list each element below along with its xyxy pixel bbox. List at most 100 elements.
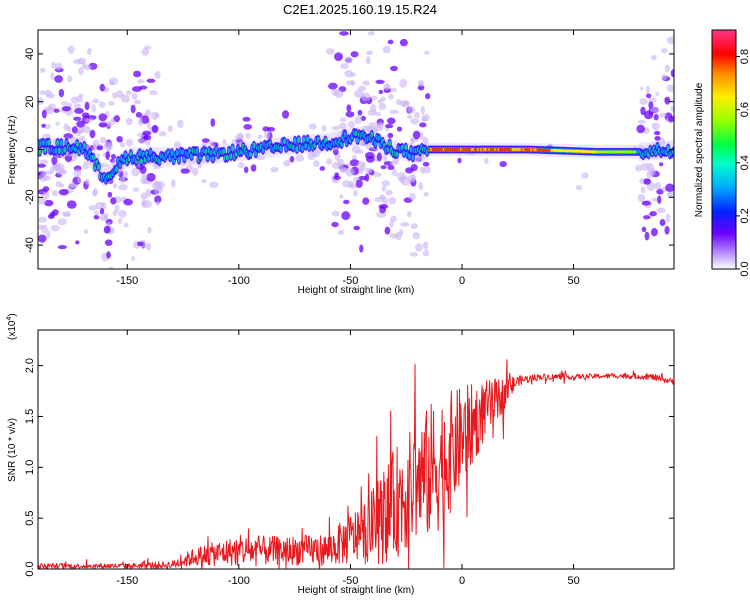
spectrogram-noise-blob bbox=[346, 104, 352, 113]
spectrogram-noise-blob bbox=[340, 166, 347, 174]
colorbar-gradient bbox=[711, 29, 737, 270]
spectrogram-noise-blob bbox=[332, 148, 339, 156]
spectrogram-noise-blob bbox=[658, 162, 664, 167]
spectrogram-noise-blob bbox=[50, 224, 60, 232]
spectrogram-noise-blob bbox=[357, 85, 367, 92]
spectrogram-noise-blob bbox=[61, 105, 71, 112]
snr-y-label: SNR (10 * v/v) bbox=[7, 418, 18, 482]
spectrogram-ridge-core bbox=[407, 152, 411, 159]
spectrogram-noise-blob bbox=[143, 134, 152, 141]
spectrogram-noise-blob bbox=[365, 56, 371, 65]
spectrogram-noise-blob bbox=[281, 110, 290, 119]
spectrogram-noise-blob bbox=[408, 192, 416, 201]
spectrogram-noise-blob bbox=[333, 175, 342, 180]
colorbar-tick-label: 0.4 bbox=[739, 155, 750, 170]
spectrogram-ridge-core bbox=[57, 147, 62, 154]
spectrogram-ridge-core bbox=[411, 154, 415, 161]
spectrogram-noise-blob bbox=[331, 125, 341, 131]
spectrogram-noise-blob bbox=[337, 229, 345, 235]
spectrogram-noise-blob bbox=[210, 118, 216, 127]
spectrogram-noise-blob bbox=[666, 36, 674, 45]
spectrogram-noise-blob bbox=[173, 141, 182, 149]
spectrogram-noise-blob bbox=[665, 183, 674, 192]
spectrogram-noise-blob bbox=[406, 210, 412, 218]
spectrogram-noise-blob bbox=[38, 163, 47, 168]
spectrogram-noise-blob bbox=[91, 98, 99, 104]
spectrogram-noise-blob bbox=[360, 115, 366, 121]
spectrogram-noise-blob bbox=[381, 179, 390, 187]
spectrogram-noise-blob bbox=[419, 122, 427, 128]
spectrogram-noise-blob bbox=[222, 139, 227, 145]
spectrogram-ridge-core bbox=[666, 145, 670, 152]
spectrogram-ridge-core bbox=[97, 163, 101, 170]
spectrogram-ridge-core bbox=[56, 139, 60, 146]
spectrogram-noise-blob bbox=[668, 115, 674, 123]
spectrogram-noise-blob bbox=[382, 153, 388, 162]
spectrogram-noise-blob bbox=[96, 153, 101, 159]
snr-y-multiplier: (x104) bbox=[6, 313, 18, 340]
snr-panel: -150 -100 -50 0 50 0.0 0.5 1.0 1.5 2.0 Height of… bbox=[6, 313, 675, 596]
spectrogram-noise-blob bbox=[123, 222, 129, 228]
spectrogram-noise-blob bbox=[154, 195, 162, 204]
spectrogram-noise-blob bbox=[84, 228, 89, 235]
spectrogram-noise-blob bbox=[581, 172, 589, 179]
spectrogram-noise-blob bbox=[648, 100, 654, 110]
spectrogram-noise-blob bbox=[364, 152, 375, 159]
spectrogram-noise-blob bbox=[192, 167, 199, 177]
spectrogram-panel: -150 -100 -50 0 50 -40 -20 0 20 40 Height of str… bbox=[7, 29, 675, 296]
spectrogram-noise-blob bbox=[666, 84, 674, 93]
spectrogram-noise-blob bbox=[135, 111, 143, 118]
spectrogram-x-axis: -150 -100 -50 0 50 bbox=[116, 30, 580, 287]
spectrogram-noise-blob bbox=[390, 65, 398, 72]
spectrogram-noise-blob bbox=[41, 123, 46, 128]
spectrogram-noise-blob bbox=[339, 31, 349, 36]
spectrogram-noise-blob bbox=[243, 123, 252, 130]
spectrogram-noise-blob bbox=[338, 194, 344, 199]
spectrogram-ridge-core bbox=[75, 140, 79, 147]
spectrogram-ridge-core bbox=[170, 149, 174, 156]
spectrogram-noise-blob bbox=[114, 204, 120, 213]
spectrogram-ridge-core bbox=[388, 140, 392, 147]
spectrogram-noise-blob bbox=[68, 182, 77, 188]
spectrogram-noise-blob bbox=[642, 215, 651, 220]
spectrogram-noise-blob bbox=[399, 176, 405, 183]
spectrogram-noise-blob bbox=[367, 109, 377, 116]
spectrogram-noise-blob bbox=[157, 186, 163, 194]
snr-y-tick-label: 0.5 bbox=[24, 511, 36, 526]
spectrogram-noise-blob bbox=[121, 170, 129, 179]
spectrogram-noise-blob bbox=[356, 149, 364, 154]
spectrogram-noise-blob bbox=[351, 154, 357, 161]
spectrogram-noise-blob bbox=[639, 97, 648, 105]
spectrogram-noise-blob bbox=[422, 166, 432, 174]
spectrogram-noise-blob bbox=[424, 93, 431, 100]
spectrogram-noise-blob bbox=[107, 120, 116, 126]
spectrogram-noise-blob bbox=[353, 225, 361, 231]
spectrogram-noise-blob bbox=[155, 200, 160, 206]
spectrogram-x-tick-label: -50 bbox=[342, 275, 358, 287]
colorbar-tick-label: 0.6 bbox=[739, 102, 750, 117]
spectrogram-noise-blob bbox=[643, 110, 654, 120]
spectrogram-x-tick-label: -150 bbox=[116, 275, 138, 287]
spectrogram-noise-blob bbox=[245, 132, 251, 139]
spectrogram-noise-blob bbox=[649, 211, 658, 217]
spectrogram-noise-blob bbox=[655, 91, 660, 96]
spectrogram-noise-blob bbox=[64, 153, 72, 163]
spectrogram-noise-blob bbox=[381, 185, 387, 192]
spectrogram-noise-blob bbox=[295, 154, 305, 162]
spectrogram-noise-blob bbox=[635, 164, 643, 172]
spectrogram-noise-blob bbox=[42, 175, 51, 181]
spectrogram-noise-blob bbox=[413, 111, 420, 119]
snr-y-tick-label: 1.5 bbox=[24, 409, 36, 424]
spectrogram-noise-blob bbox=[38, 234, 47, 243]
spectrogram-noise-blob bbox=[644, 231, 650, 241]
spectrogram-noise-blob bbox=[103, 216, 109, 221]
spectrogram-noise-blob bbox=[382, 45, 391, 54]
spectrogram-noise-blob bbox=[415, 243, 424, 252]
spectrogram-noise-blob bbox=[38, 197, 46, 205]
spectrogram-noise-blob bbox=[664, 96, 671, 105]
spectrogram-noise-blob bbox=[357, 161, 367, 168]
spectrogram-noise-blob bbox=[120, 94, 131, 103]
spectrogram-noise-blob bbox=[76, 95, 83, 103]
spectrogram-noise-blob bbox=[334, 89, 344, 99]
spectrogram-noise-blob bbox=[388, 93, 394, 100]
